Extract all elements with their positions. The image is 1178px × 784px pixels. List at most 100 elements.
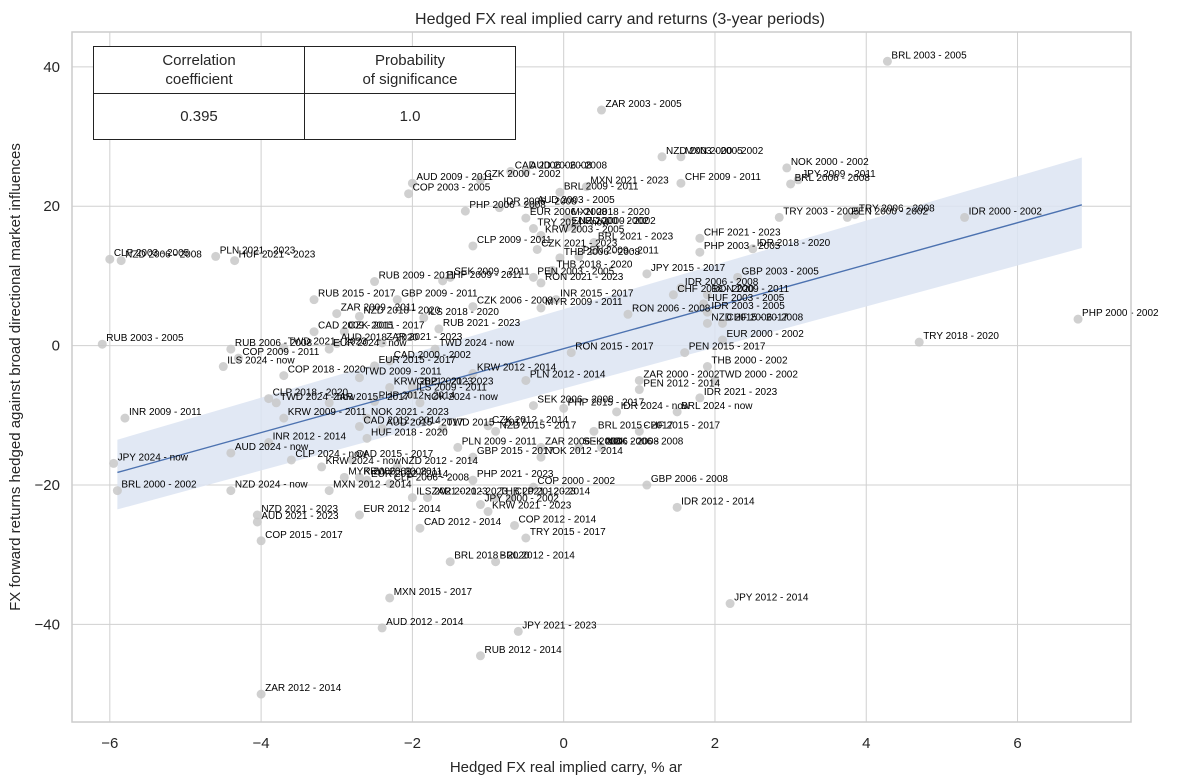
data-point-label: EUR 2006 - 2008 [530, 207, 608, 218]
data-point [309, 295, 319, 305]
data-point [97, 339, 107, 349]
data-point [774, 212, 784, 222]
stats-table-value-row: 0.395 1.0 [93, 93, 516, 140]
data-point-label: NZD 2015 - 2017 [711, 312, 788, 323]
data-point [782, 163, 792, 173]
data-point [407, 178, 417, 188]
data-point [718, 335, 728, 345]
data-point-label: THB 2006 - 2008 [564, 247, 641, 258]
data-point-label: BRL 2000 - 2002 [121, 480, 197, 491]
data-point-label: PEN 2009 - 2011 [583, 245, 659, 256]
data-point-label: TWD 2015 - 2017 [447, 418, 526, 429]
x-tick-label: −2 [404, 735, 421, 752]
points-layer [97, 56, 1083, 699]
data-point [536, 303, 546, 313]
data-point-label: IDR 2003 - 2005 [711, 301, 785, 312]
data-point-label: BRL 2006 - 2008 [795, 173, 871, 184]
data-point-label: NZD 2015 - 2017 [500, 420, 577, 431]
data-point [423, 493, 433, 503]
data-point [528, 482, 538, 492]
data-point [112, 486, 122, 496]
data-point-label: NZD 2021 - 2023 [261, 504, 338, 515]
data-point-label: CZK 2000 - 2002 [484, 169, 561, 180]
y-tick-label: 0 [52, 338, 60, 355]
data-point-label: ZAR 2009 - 2011 [341, 303, 417, 314]
data-point-label: CZK 2006 - 2008 [477, 296, 554, 307]
data-point-label: AUD 2009 - 2011 [416, 172, 493, 183]
data-point [718, 318, 728, 328]
stats-value-significance: 1.0 [304, 93, 516, 140]
data-point [574, 442, 584, 452]
data-point [491, 426, 501, 436]
data-point-label: COP 2012 - 2014 [519, 514, 597, 525]
x-tick-label: 0 [560, 735, 568, 752]
data-point [347, 455, 357, 465]
x-tick-label: 4 [862, 735, 870, 752]
data-point [513, 626, 523, 636]
x-tick-labels: −6 −4 −2 0 2 4 6 [101, 735, 1021, 752]
data-point [562, 213, 572, 223]
data-point-label: AUD 2006 - 2008 [530, 160, 608, 171]
data-point [377, 338, 387, 348]
data-point [468, 475, 478, 485]
data-point-label: MXN 2018 - 2020 [571, 207, 650, 218]
data-point-label: JPY 2009 - 2011 [802, 169, 876, 180]
data-point-label: TWD 2024 - now [280, 392, 356, 403]
data-point [362, 475, 372, 485]
data-point [438, 276, 448, 286]
data-point [116, 256, 126, 266]
data-point [415, 523, 425, 533]
data-point [793, 175, 803, 185]
data-point-label: PEN 2000 - 2002 [851, 206, 928, 217]
data-point [475, 500, 485, 510]
data-point-label: IDR 2018 - 2020 [757, 238, 831, 249]
data-point-label: PHP 2003 - 2005 [704, 241, 781, 252]
data-point [532, 244, 542, 254]
data-point [309, 327, 319, 337]
data-point [536, 442, 546, 452]
data-point-label: NOK 2000 - 2002 [791, 157, 869, 168]
data-point-label: RON 2006 - 2008 [632, 303, 711, 314]
data-point-label: PEN 2003 - 2005 [537, 266, 614, 277]
data-point [842, 212, 852, 222]
data-point [882, 56, 892, 66]
data-point-label: BRL 2009 - 2011 [564, 181, 639, 192]
data-point [377, 623, 387, 633]
data-point [555, 253, 565, 263]
data-point [494, 203, 504, 213]
data-point [279, 343, 289, 353]
data-point-label: NZD 2003 - 2005 [666, 146, 743, 157]
data-point [612, 407, 622, 417]
plot-frame [71, 31, 1132, 723]
data-point-label: CHF 2006 - 2008 [727, 312, 804, 323]
y-tick-label: −40 [35, 616, 60, 633]
data-point [332, 309, 342, 319]
data-point-label: TRY 2024 - now [537, 218, 610, 229]
data-point [279, 413, 289, 423]
data-point [528, 401, 538, 411]
data-point [434, 324, 444, 334]
data-point-label: IDR 2000 - 2002 [969, 206, 1043, 217]
data-point [574, 251, 584, 261]
data-point [385, 593, 395, 603]
data-point-label: JPY 2012 - 2014 [734, 593, 809, 604]
data-point [960, 212, 970, 222]
data-point [528, 224, 538, 234]
x-tick-label: −4 [253, 735, 270, 752]
data-point [317, 462, 327, 472]
data-point [491, 557, 501, 567]
data-point [642, 480, 652, 490]
data-point-label: COP 2018 - 2020 [288, 365, 366, 376]
data-point-label: CAD 2012 - 2014 [424, 517, 502, 528]
data-point-label: PHP 2006 - 2008 [469, 200, 546, 211]
data-point [354, 510, 364, 520]
data-point-label: MXN 2012 - 2014 [333, 480, 412, 491]
data-point [702, 362, 712, 372]
data-point-label: KRW 2021 - 2023 [394, 376, 474, 387]
data-point [264, 438, 274, 448]
data-point [786, 179, 796, 189]
data-point-label: TRY 2003 - 2005 [783, 206, 859, 217]
confidence-band-layer [117, 157, 1082, 510]
data-point-label: TRY 2006 - 2008 [859, 204, 935, 215]
data-point [475, 651, 485, 661]
